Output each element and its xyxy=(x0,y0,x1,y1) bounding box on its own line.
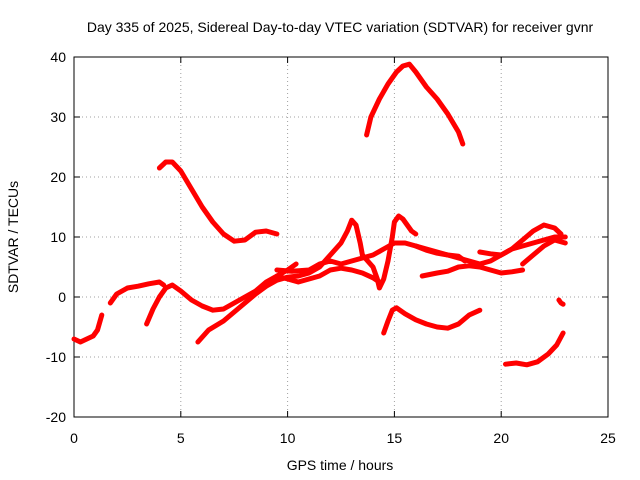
y-axis-label: SDTVAR / TECUs xyxy=(5,181,21,293)
series-arc-1 xyxy=(71,312,105,345)
series-arc-2 xyxy=(107,279,167,306)
series-arc-5 xyxy=(195,217,365,345)
chart-title: Day 335 of 2025, Sidereal Day-to-day VTE… xyxy=(87,19,594,35)
y-tick-label: 10 xyxy=(50,229,66,245)
data-series xyxy=(71,61,568,368)
y-tick-label: 20 xyxy=(50,169,66,185)
series-arc-13 xyxy=(477,222,564,258)
x-tick-label: 5 xyxy=(177,430,185,446)
y-tick-label: 40 xyxy=(50,49,66,65)
series-arc-9 xyxy=(364,61,466,147)
x-tick-label: 10 xyxy=(280,430,296,446)
x-tick-label: 20 xyxy=(493,430,509,446)
series-arc-3 xyxy=(156,159,280,244)
grid xyxy=(74,57,608,417)
y-tick-label: 0 xyxy=(58,289,66,305)
x-tick-label: 15 xyxy=(387,430,403,446)
y-tick-label: -10 xyxy=(46,349,66,365)
series-arc-8 xyxy=(359,213,419,291)
x-tick-label: 0 xyxy=(70,430,78,446)
y-tick-label: -20 xyxy=(46,409,66,425)
series-arc-15 xyxy=(503,330,566,368)
series-arc-11 xyxy=(413,243,468,264)
axis-ticks: 0 5 10 15 20 25 -20 -10 0 10 20 30 40 xyxy=(46,49,616,446)
series-arc-14 xyxy=(520,237,568,267)
x-axis-label: GPS time / hours xyxy=(287,457,394,473)
series-arc-6 xyxy=(274,265,382,285)
x-tick-label: 25 xyxy=(600,430,616,446)
series-arc-12 xyxy=(419,263,526,279)
series-arc-16 xyxy=(556,297,566,307)
series-arc-10 xyxy=(381,305,483,336)
y-tick-label: 30 xyxy=(50,109,66,125)
series-arc-4 xyxy=(144,261,299,327)
